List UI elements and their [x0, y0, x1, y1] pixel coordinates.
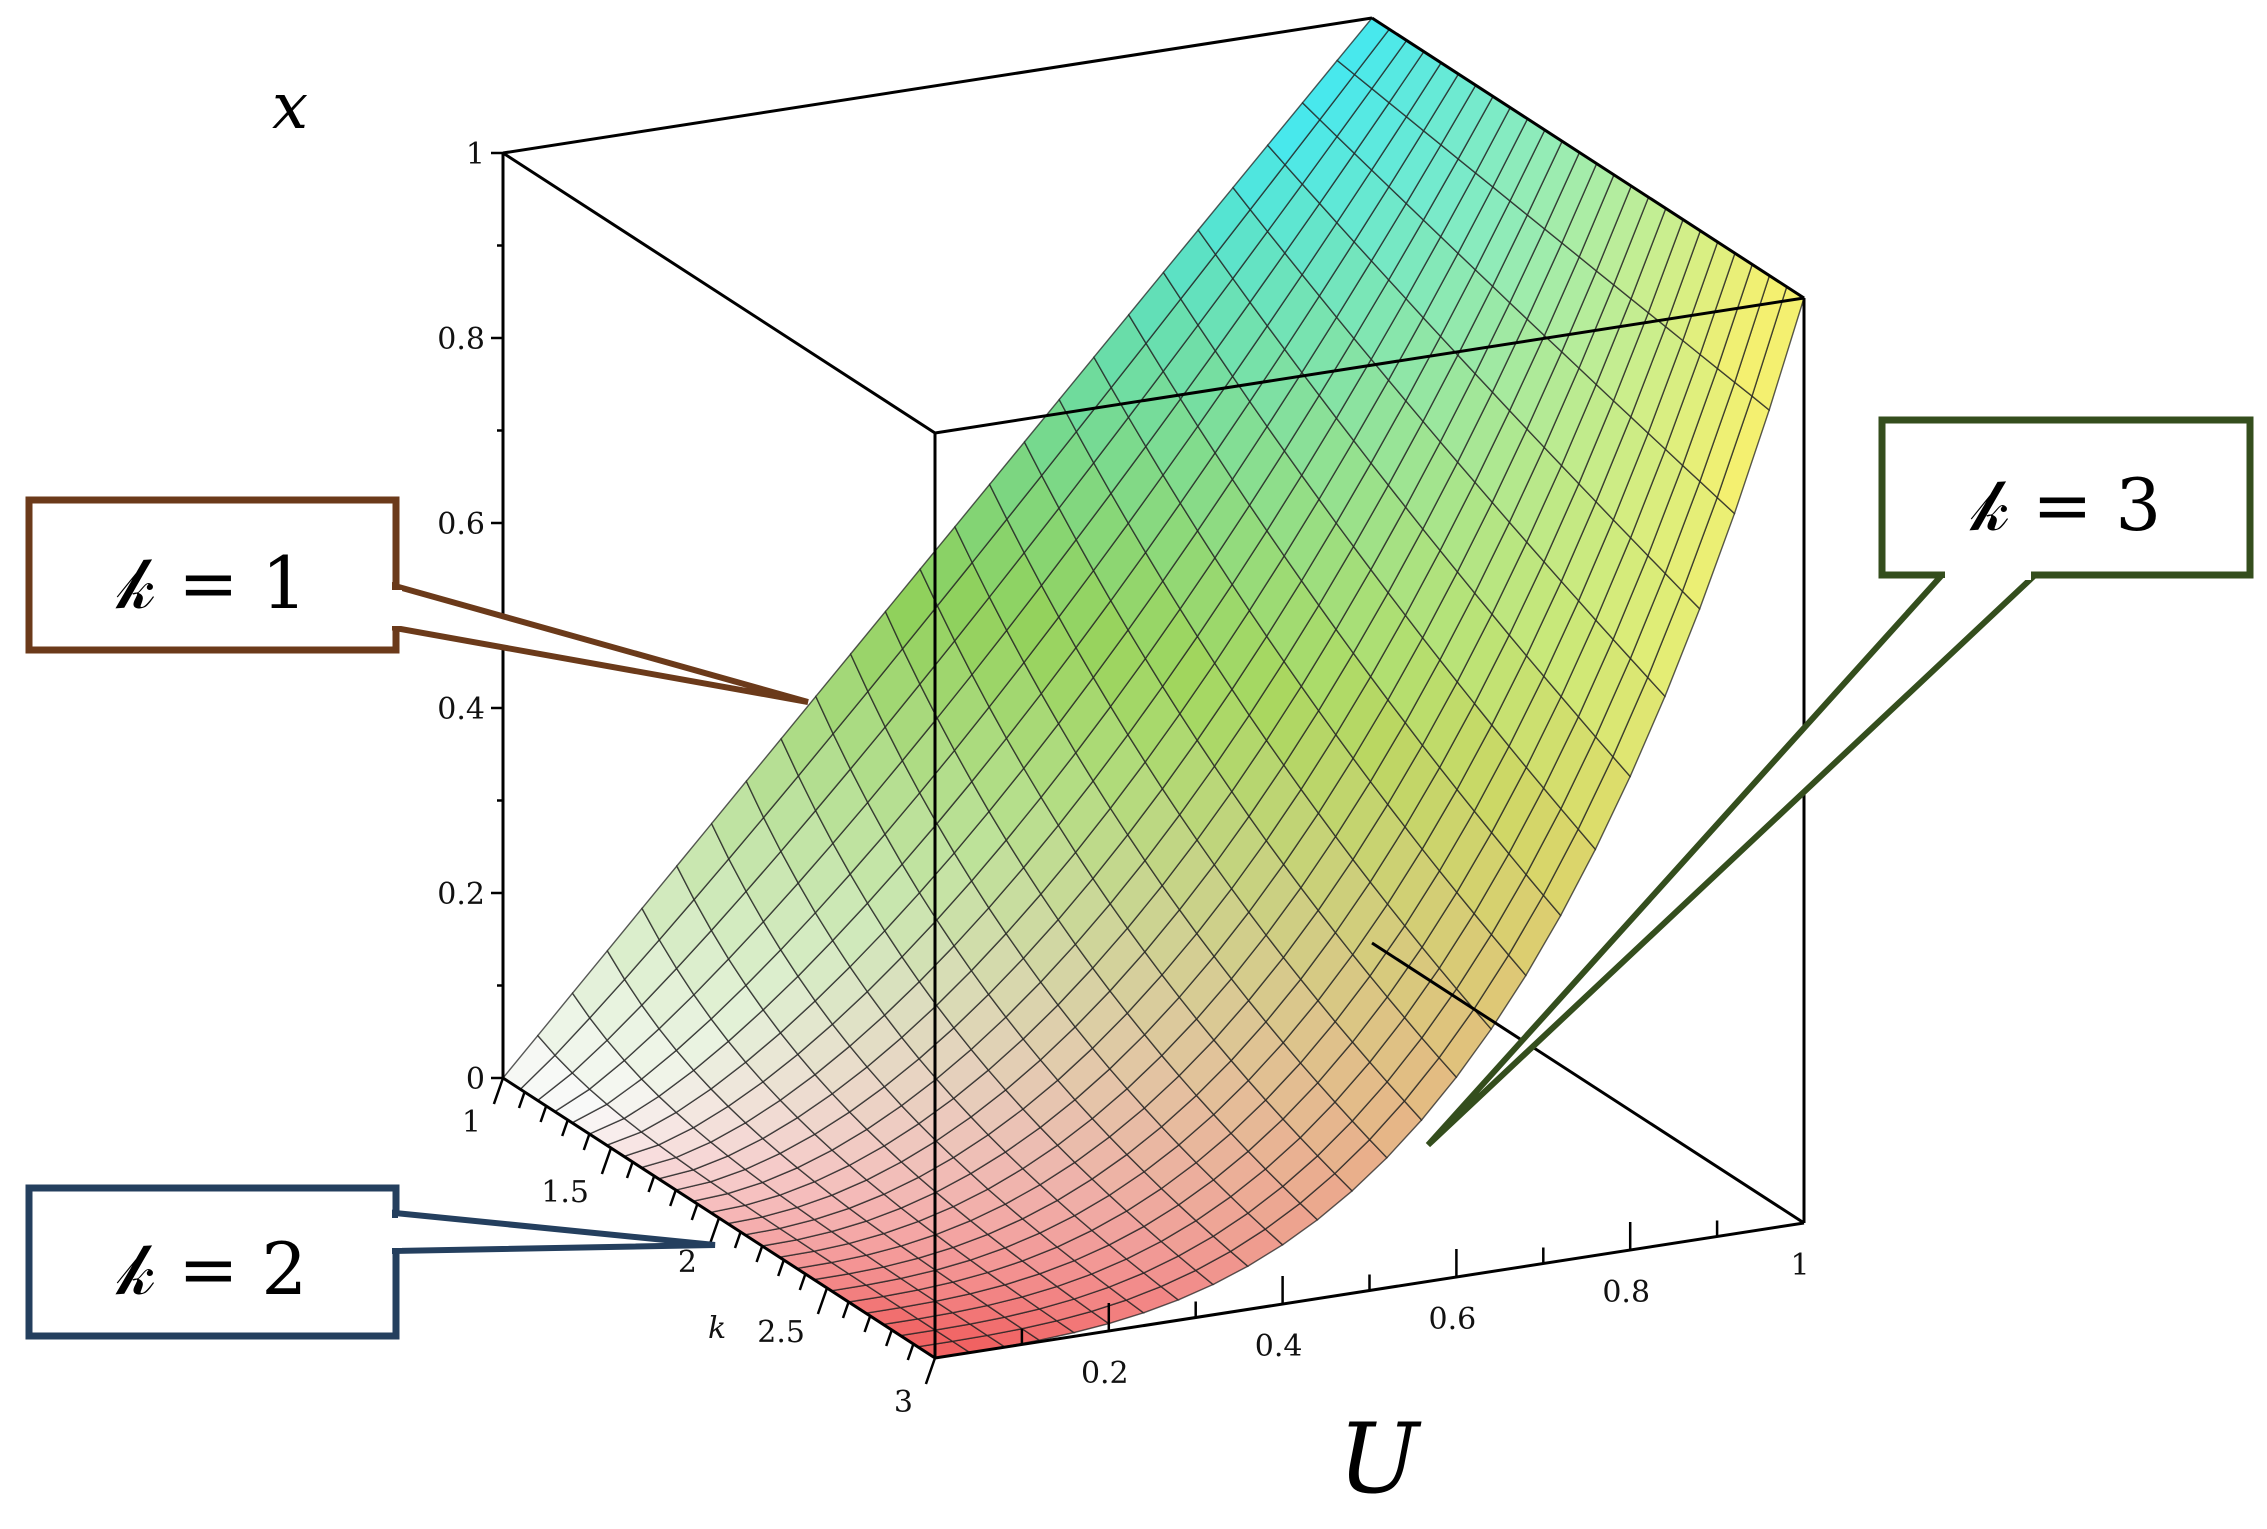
callout-k3: 𝓀 = 3 — [1425, 416, 2254, 1148]
callout-k1-label: 𝓀 = 1 — [115, 541, 308, 625]
k-axis-tick — [755, 1245, 764, 1263]
u-axis-big-label: U — [1338, 1403, 1422, 1515]
callout-k2: 𝓀 = 2 — [25, 1184, 716, 1340]
callout-k2-pointer — [392, 1209, 716, 1255]
callout-k2-box — [25, 1184, 400, 1340]
k-axis-tick — [669, 1189, 677, 1207]
x-axis-big-label: x — [272, 70, 308, 144]
z-axis-tick-label: 0 — [466, 1062, 485, 1097]
box-edge-top-left — [502, 151, 936, 435]
k-axis-tick — [582, 1133, 591, 1151]
k-axis-tick — [733, 1231, 742, 1249]
k-axis-tick-label: 2 — [678, 1245, 697, 1280]
k-axis-small-label: k — [708, 1311, 726, 1346]
k-axis-tick-label: 1.5 — [541, 1175, 589, 1210]
k-axis-tick — [885, 1329, 893, 1347]
k-axis-tick — [863, 1315, 872, 1333]
z-axis-tick-label: 0.6 — [437, 507, 485, 542]
k-axis-tick — [539, 1105, 548, 1123]
callout-k3-label: 𝓀 = 3 — [1969, 463, 2162, 547]
u-axis-tick-label: 0.6 — [1429, 1302, 1477, 1337]
k-axis-tick — [798, 1273, 807, 1291]
k-axis-tick — [517, 1091, 526, 1109]
k-axis-tick — [777, 1259, 785, 1277]
u-axis-tick-label: 0.4 — [1255, 1329, 1303, 1364]
k-axis-tick-label: 1 — [462, 1105, 481, 1140]
k-axis-tick — [708, 1217, 721, 1245]
box-edge-top-back — [502, 16, 1373, 155]
box-edge-top-front — [934, 296, 1805, 435]
k-axis-tick — [492, 1077, 505, 1105]
z-axis-tick-label: 0.4 — [437, 692, 485, 727]
callout-k3-box — [1878, 416, 2254, 579]
z-axis-tick-label: 0.2 — [437, 877, 485, 912]
k-axis-tick — [841, 1301, 850, 1319]
u-axis-tick-label: 1 — [1790, 1248, 1809, 1283]
k-axis-tick — [690, 1203, 699, 1221]
k-axis-tick — [924, 1357, 937, 1385]
k-axis-tick — [600, 1147, 613, 1175]
k-axis-tick — [906, 1343, 915, 1361]
k-axis-tick — [561, 1119, 569, 1137]
callout-k1-box — [25, 496, 400, 654]
k-axis-tick — [625, 1161, 634, 1179]
z-axis-tick-label: 1 — [466, 137, 485, 172]
callout-k1: 𝓀 = 1 — [25, 496, 809, 705]
k-axis-tick-label: 2.5 — [757, 1315, 805, 1350]
surface-mesh — [501, 17, 1805, 1359]
callout-k1-pointer — [392, 582, 809, 705]
z-axis-tick-label: 0.8 — [437, 322, 485, 357]
axis-ticks: 0 0.2 0.4 0.6 0.8 1 1 1.5 2 2.5 3 0.2 0.4 0.6 0.8 1 — [437, 137, 1809, 1420]
callout-k2-label: 𝓀 = 2 — [115, 1227, 308, 1311]
k-axis-tick-label: 3 — [894, 1385, 913, 1420]
box-edge-bottom-right — [1371, 941, 1805, 1225]
u-axis-tick-label: 0.8 — [1602, 1275, 1650, 1310]
k-axis-tick — [647, 1175, 656, 1193]
u-axis-tick-label: 0.2 — [1081, 1356, 1129, 1391]
k-axis-tick — [816, 1287, 829, 1315]
box-edge-top-right — [1371, 16, 1805, 300]
